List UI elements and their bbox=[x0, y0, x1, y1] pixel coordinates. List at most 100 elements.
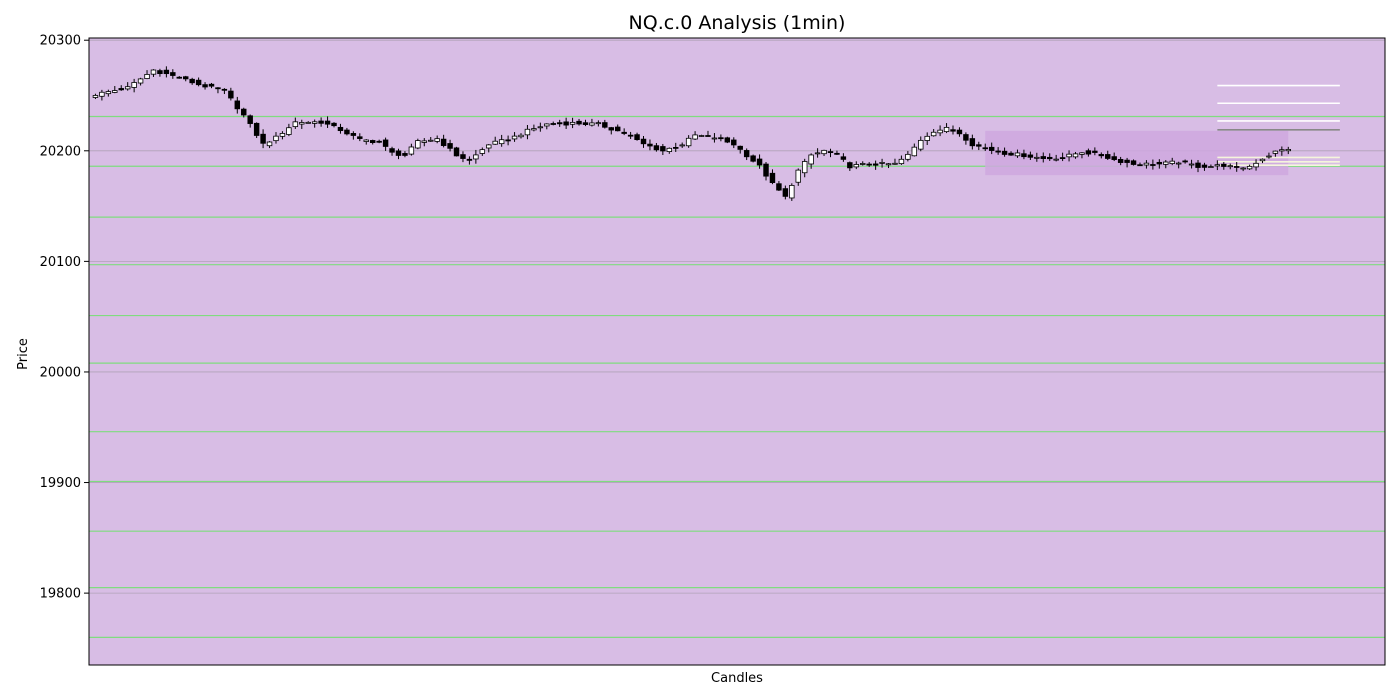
candle-body bbox=[163, 69, 170, 75]
candle-body bbox=[1014, 152, 1021, 157]
candle-body bbox=[460, 154, 466, 159]
candle-body bbox=[627, 134, 634, 137]
candle-body bbox=[331, 122, 337, 127]
candle-body bbox=[1098, 154, 1105, 157]
candle-body bbox=[763, 163, 769, 177]
candle-body bbox=[1221, 163, 1227, 167]
candle-body bbox=[976, 144, 982, 147]
candle-body bbox=[1040, 156, 1046, 159]
candle-body bbox=[344, 129, 350, 135]
candle-body bbox=[1117, 159, 1124, 163]
candle-body bbox=[1195, 162, 1201, 168]
candle-body bbox=[1182, 160, 1188, 163]
candle-body bbox=[1285, 149, 1292, 152]
candle-body bbox=[1253, 162, 1259, 168]
candle-body bbox=[112, 90, 118, 93]
candle-body bbox=[756, 158, 763, 166]
candle-body bbox=[879, 162, 885, 164]
candle-body bbox=[556, 122, 563, 125]
candle-body bbox=[447, 143, 453, 149]
candle-body bbox=[157, 70, 163, 74]
candle-body bbox=[724, 137, 731, 143]
candle-body bbox=[1034, 156, 1040, 159]
candle-body bbox=[563, 121, 569, 126]
chart-title: NQ.c.0 Analysis (1min) bbox=[629, 12, 846, 34]
candle-body bbox=[176, 76, 182, 79]
y-tick-label: 20100 bbox=[40, 255, 81, 270]
candle-body bbox=[988, 146, 995, 151]
candle-body bbox=[789, 185, 795, 199]
candle-body bbox=[550, 123, 556, 125]
candle-body bbox=[1214, 164, 1221, 167]
candle-body bbox=[105, 91, 112, 95]
candle-body bbox=[479, 149, 486, 154]
candle-body bbox=[1072, 153, 1079, 158]
candle-body bbox=[453, 147, 460, 157]
candle-body bbox=[1027, 154, 1034, 158]
candle-body bbox=[505, 139, 511, 142]
candle-body bbox=[1008, 152, 1014, 156]
candle-body bbox=[395, 150, 402, 156]
candle-body bbox=[118, 88, 124, 91]
candle-body bbox=[537, 126, 544, 129]
candle-body bbox=[1240, 167, 1246, 170]
candle-body bbox=[221, 88, 228, 91]
candle-body bbox=[692, 134, 698, 140]
candle-body bbox=[1272, 150, 1279, 154]
candle-body bbox=[731, 139, 737, 146]
candle-body bbox=[582, 122, 589, 125]
candle-body bbox=[1163, 161, 1169, 165]
candle-body bbox=[286, 127, 292, 135]
candle-body bbox=[1079, 152, 1085, 155]
candle-body bbox=[324, 120, 331, 125]
candle-body bbox=[853, 164, 860, 168]
candle-body bbox=[544, 123, 550, 127]
candle-body bbox=[486, 144, 492, 149]
candle-body bbox=[273, 135, 279, 142]
candle-body bbox=[924, 135, 930, 141]
candle-body bbox=[369, 140, 376, 144]
y-tick-label: 20300 bbox=[40, 34, 81, 49]
y-tick-label: 20000 bbox=[40, 365, 81, 380]
plot-frame bbox=[88, 37, 1386, 666]
y-tick-label: 20200 bbox=[40, 144, 81, 159]
candle-body bbox=[1259, 158, 1266, 162]
candle-body bbox=[1143, 162, 1150, 166]
candle-body bbox=[1066, 153, 1072, 158]
candle-body bbox=[466, 158, 473, 161]
candle-body bbox=[950, 129, 956, 132]
candle-body bbox=[357, 136, 363, 139]
candle-body bbox=[382, 139, 389, 147]
candle-body bbox=[415, 140, 421, 149]
candle-body bbox=[1201, 164, 1208, 168]
candle-body bbox=[1156, 161, 1163, 165]
candle-body bbox=[1046, 156, 1053, 160]
candle-body bbox=[801, 161, 808, 174]
candle-body bbox=[511, 135, 518, 140]
candle-body bbox=[524, 128, 531, 136]
candle-body bbox=[363, 139, 369, 142]
candle-body bbox=[1092, 150, 1098, 153]
candle-body bbox=[608, 127, 614, 131]
candle-body bbox=[705, 135, 711, 137]
candle-body bbox=[498, 139, 505, 145]
y-tick-label: 19800 bbox=[40, 587, 81, 602]
candle-body bbox=[847, 162, 853, 169]
candle-body bbox=[679, 144, 685, 147]
candle-body bbox=[170, 72, 176, 76]
candle-body bbox=[872, 163, 879, 166]
candle-body bbox=[1111, 156, 1117, 160]
candle-body bbox=[202, 84, 208, 88]
candle-body bbox=[428, 139, 434, 142]
candle-body bbox=[892, 162, 898, 165]
candle-body bbox=[769, 172, 776, 184]
candle-body bbox=[241, 108, 247, 116]
candle-body bbox=[1227, 165, 1233, 168]
candle-body bbox=[434, 138, 440, 142]
candle-body bbox=[421, 140, 428, 143]
candle-body bbox=[673, 147, 679, 149]
candle-body bbox=[834, 152, 840, 155]
candle-body bbox=[1279, 149, 1285, 152]
candle-body bbox=[228, 90, 234, 99]
candle-body bbox=[982, 147, 988, 150]
